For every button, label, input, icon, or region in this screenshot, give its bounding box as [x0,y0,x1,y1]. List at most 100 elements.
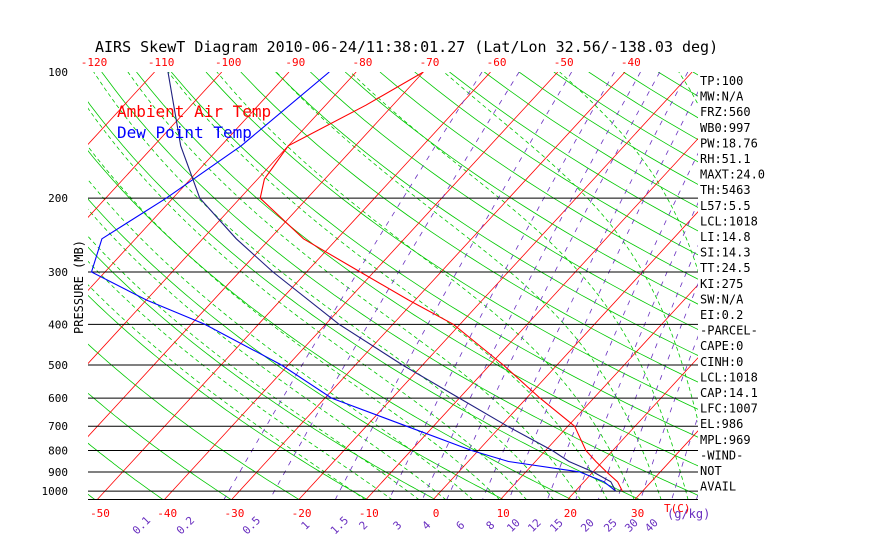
isotherm [230,72,626,500]
moist-adiabat [88,107,528,500]
mixing-tick-label: 1 [299,519,313,533]
dry-adiabat [101,72,698,496]
mixing-tick-label: 8 [484,519,498,533]
index-item: MW:N/A [700,90,744,104]
dry-adiabat [379,72,698,280]
isotherm [163,72,559,500]
top-tick-label: -110 [148,56,175,69]
y-tick-label: 100 [48,66,68,79]
y-tick-label: 500 [48,359,68,372]
index-item: LI:14.8 [700,230,751,244]
y-tick-label: 1000 [42,485,69,498]
dry-adiabat [344,72,698,305]
dry-adiabat [88,198,505,500]
bottom-tick-label: -40 [157,507,177,520]
y-axis-label: PRESSURE (MB) [72,240,86,334]
top-tick-label: -100 [215,56,242,69]
dry-adiabat [657,72,698,97]
y-tick-label: 600 [48,392,68,405]
mixing-ratio-line [750,72,870,500]
mixing-ratio-line [575,202,698,500]
dry-adiabat [449,72,698,232]
isotherm [88,72,424,438]
bottom-tick-label: 20 [564,507,577,520]
mixing-ratio-line [481,72,689,500]
isotherm [499,284,698,500]
index-item: TH:5463 [700,183,751,197]
dry-adiabat [88,150,573,500]
mixing-tick-label: 2 [357,519,371,533]
bottom-tick-label: 30 [631,507,644,520]
top-tick-label: -40 [621,56,641,69]
isotherm [88,72,290,292]
dry-adiabat [205,72,698,410]
isotherm [0,72,20,500]
bottom-tick-label: 0 [433,507,440,520]
mixing-ratio-line [640,335,698,500]
dry-adiabat [484,72,698,208]
moist-adiabat [350,72,689,500]
isotherm [566,357,698,500]
bottom-tick-label: -20 [292,507,312,520]
top-tick-label: -120 [81,56,108,69]
bottom-axis-ticks: -50 -40 -30 -20 -10 0 10 20 30 [90,507,644,520]
y-tick-label: 300 [48,266,68,279]
dry-adiabat [88,343,301,500]
index-item: TT:24.5 [700,261,751,275]
series-line [259,72,623,492]
dry-adiabat [88,294,369,500]
dry-adiabat [275,72,698,356]
mixing-ratio-line [546,152,698,500]
moist-adiabat [88,179,474,500]
y-tick-label: 900 [48,466,68,479]
index-item: LCL:1018 [700,370,758,384]
mixing-ratio-line [508,91,698,500]
mixing-tick-label: 0.2 [174,514,197,537]
dry-adiabat [88,442,164,500]
index-item: TP:100 [700,74,743,88]
index-item: MAXT:24.0 [700,168,765,182]
y-tick-label: 800 [48,445,68,458]
isotherm [88,72,357,365]
index-item: CAPE:0 [700,339,743,353]
mixing-tick-label: 12 [525,516,544,535]
index-item: -PARCEL- [700,324,758,338]
bottom-tick-label: -10 [359,507,379,520]
dry-adiabat [88,246,437,500]
mixing-tick-label: 25 [601,516,620,535]
moist-adiabat [167,72,608,500]
index-item: EI:0.2 [700,308,743,322]
profile-lines [90,72,623,492]
mixing-ratio-line [223,72,483,500]
dry-adiabat [240,72,698,383]
moist-adiabat [276,72,662,500]
moist-adiabat [127,72,581,500]
top-tick-label: -60 [487,56,507,69]
moist-adiabat [443,72,698,423]
y-axis-ticks: 100 200 300 400 500 600 700 800 900 1000 [42,66,69,498]
index-item: MPL:969 [700,433,751,447]
isotherm [298,72,693,500]
dry-adiabat [414,72,698,256]
mixing-unit: (g/kg) [667,507,710,521]
moist-adiabat [216,72,635,500]
top-tick-label: -90 [285,56,305,69]
moist-adiabat [559,72,698,273]
index-item: LFC:1007 [700,402,758,416]
mixing-ratio-line [421,72,641,500]
mixing-tick-label: 1.5 [328,514,351,537]
mixing-tick-label: 40 [642,516,661,535]
index-item: PW:18.76 [700,136,758,150]
series-line [90,72,617,492]
mixing-ratio-line [269,72,520,500]
index-item: AVAIL [700,480,736,494]
grid-lines [0,72,870,500]
top-tick-label: -80 [352,56,372,69]
isotherm [88,72,223,218]
index-item: WB0:997 [700,121,751,135]
dry-adiabat [832,72,870,500]
mixing-tick-label: 20 [578,516,597,535]
bottom-tick-label: -30 [224,507,244,520]
isotherm [96,72,491,500]
temp-unit: T(C) [664,502,691,515]
